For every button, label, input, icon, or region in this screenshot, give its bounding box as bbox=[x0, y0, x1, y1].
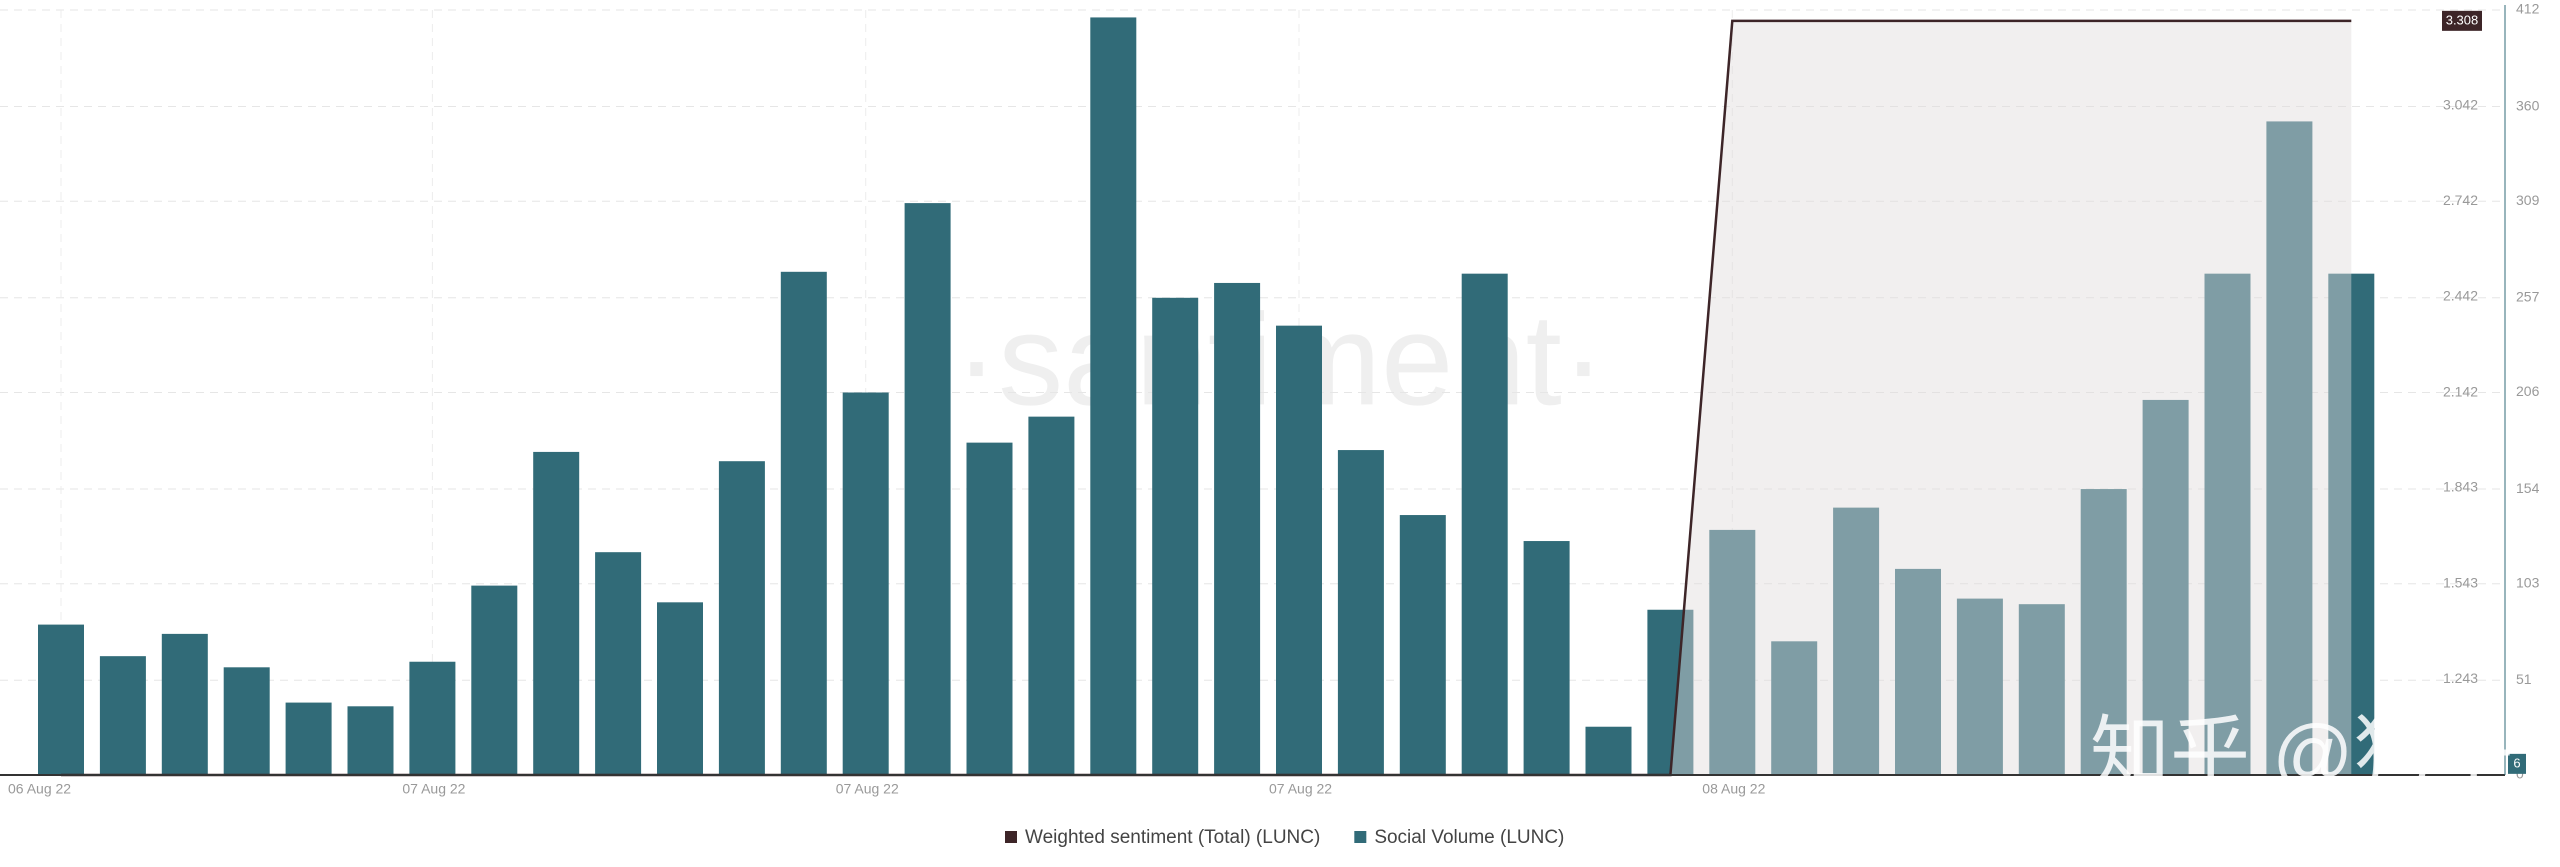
bar bbox=[904, 203, 951, 775]
current-value-tag bbox=[2508, 753, 2526, 774]
bar bbox=[471, 585, 518, 775]
x-tick-label: 07 Aug 22 bbox=[402, 781, 465, 797]
bar bbox=[1090, 17, 1137, 775]
bar bbox=[223, 667, 270, 775]
legend: Weighted sentiment (Total) (LUNC) Social … bbox=[1005, 827, 1564, 848]
bar bbox=[38, 624, 84, 775]
y-tick-label: 1.243 bbox=[2443, 670, 2478, 686]
bar bbox=[1647, 609, 1694, 775]
bar bbox=[2204, 273, 2251, 775]
bar bbox=[657, 602, 703, 775]
bar bbox=[1152, 297, 1199, 775]
sentiment-area bbox=[61, 20, 2352, 775]
bar bbox=[99, 656, 146, 775]
bar bbox=[595, 552, 642, 775]
bar bbox=[1771, 641, 1818, 775]
y2-tick-label: 51 bbox=[2516, 671, 2532, 687]
y-tick-label: 2.442 bbox=[2443, 288, 2478, 304]
y2-tick-label: 103 bbox=[2516, 574, 2540, 590]
bar bbox=[2018, 604, 2065, 775]
value-label: 3.308 bbox=[2446, 12, 2479, 27]
bar bbox=[718, 461, 765, 775]
bar bbox=[2328, 273, 2375, 775]
y2-tick-label: 360 bbox=[2516, 97, 2540, 113]
y2-tick-label: 257 bbox=[2516, 289, 2540, 305]
legend-label: Weighted sentiment (Total) (LUNC) bbox=[1025, 827, 1320, 848]
y-tick-label: 2.142 bbox=[2443, 383, 2478, 399]
watermark: 知乎 @狗子 bbox=[2090, 709, 2513, 798]
bar bbox=[1028, 416, 1075, 775]
bar bbox=[161, 633, 208, 775]
x-tick-label: 07 Aug 22 bbox=[1269, 781, 1332, 797]
bar bbox=[1276, 325, 1322, 775]
y-tick-label: 2.742 bbox=[2443, 192, 2478, 208]
y2-tick-label: 154 bbox=[2516, 480, 2540, 496]
bar bbox=[409, 661, 456, 775]
y2-tick-label: 309 bbox=[2516, 192, 2540, 208]
y2-tick-label: 206 bbox=[2516, 383, 2540, 399]
bar bbox=[533, 451, 580, 775]
bar bbox=[1709, 529, 1756, 775]
bar bbox=[780, 271, 827, 775]
bar bbox=[1523, 541, 1570, 775]
bar bbox=[1585, 726, 1632, 775]
bar bbox=[347, 706, 394, 775]
y-tick-label: 1.543 bbox=[2443, 574, 2478, 590]
bar bbox=[2080, 489, 2127, 775]
legend-swatch bbox=[1005, 831, 1017, 843]
y2-tick-label: 412 bbox=[2516, 1, 2540, 17]
value-tag bbox=[2442, 10, 2482, 31]
y-tick-label: 3.042 bbox=[2443, 96, 2478, 112]
x-tick-label: 07 Aug 22 bbox=[836, 781, 899, 797]
bar bbox=[1399, 515, 1446, 775]
y-tick-label: 1.843 bbox=[2443, 479, 2478, 495]
bar bbox=[2266, 121, 2313, 775]
bar bbox=[285, 702, 332, 775]
bar bbox=[1461, 273, 1508, 775]
bar bbox=[842, 392, 889, 775]
x-tick-label: 06 Aug 22 bbox=[8, 781, 71, 797]
bar bbox=[1895, 568, 1941, 775]
bar bbox=[1833, 507, 1880, 775]
bar bbox=[2142, 399, 2189, 775]
legend-label: Social Volume (LUNC) bbox=[1374, 827, 1564, 848]
bar bbox=[1337, 450, 1384, 775]
bar bbox=[1956, 598, 2003, 775]
bar bbox=[966, 442, 1013, 775]
current-value-label: 6 bbox=[2513, 755, 2520, 770]
legend-swatch bbox=[1354, 831, 1367, 843]
bar bbox=[1214, 282, 1261, 775]
x-tick-label: 08 Aug 22 bbox=[1702, 781, 1765, 797]
